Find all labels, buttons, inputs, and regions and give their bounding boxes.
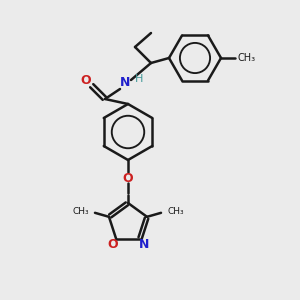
Text: O: O: [123, 172, 133, 184]
Text: N: N: [120, 76, 130, 89]
Text: CH₃: CH₃: [238, 53, 256, 63]
Text: N: N: [139, 238, 149, 251]
Text: H: H: [135, 74, 143, 84]
Text: CH₃: CH₃: [72, 207, 89, 216]
Text: O: O: [81, 74, 91, 86]
Text: CH₃: CH₃: [167, 207, 184, 216]
Text: O: O: [107, 238, 118, 251]
